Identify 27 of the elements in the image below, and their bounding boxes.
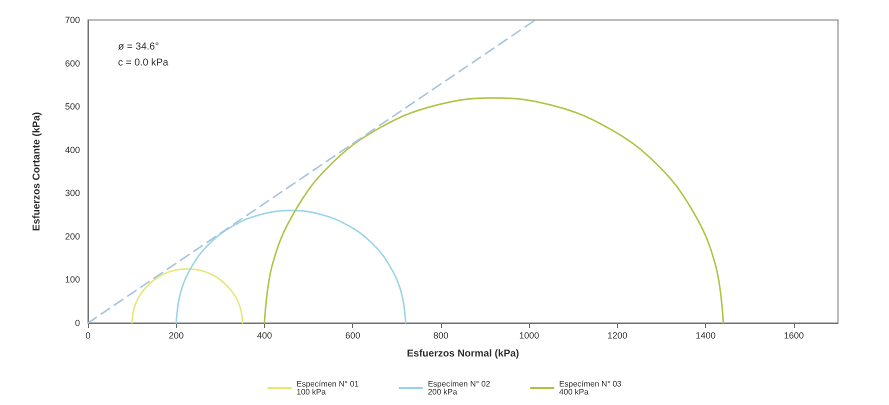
legend-label: Especímen N° 01 100 kPa: [296, 380, 360, 396]
legend-label: Especímen N° 03 400 kPa: [559, 380, 622, 396]
y-tick-label: 300: [64, 188, 80, 198]
x-axis-title: Esfuerzos Normal (kPa): [406, 348, 520, 360]
y-tick-label: 700: [64, 15, 80, 25]
x-tick-label: 1200: [607, 330, 628, 340]
y-tick-label: 600: [64, 58, 80, 68]
x-tick-label: 800: [433, 330, 448, 340]
line-series: [131, 268, 244, 324]
y-tick-label: 100: [64, 274, 80, 285]
y-axis-title: Esfuerzos Cortante (kPa): [32, 112, 42, 231]
line-series: [264, 97, 724, 324]
y-tick-label: 0: [74, 318, 80, 328]
x-tick-label: 0: [85, 330, 91, 340]
annotation: ø = 34.6°: [118, 42, 159, 52]
legend-label: Especímen N° 02 200 kPa: [428, 380, 491, 396]
x-tick-label: 1000: [519, 330, 540, 340]
y-tick-label: 500: [64, 102, 80, 112]
x-tick-label: 200: [168, 330, 184, 340]
x-tick-label: 600: [345, 330, 360, 340]
annotation: c = 0.0 kPa: [118, 58, 169, 68]
x-tick-label: 1400: [696, 330, 716, 340]
line-series: [175, 210, 406, 324]
y-tick-label: 400: [64, 144, 80, 155]
x-tick-label: 400: [256, 330, 272, 340]
y-tick-label: 200: [64, 231, 80, 242]
x-tick-label: 1600: [784, 330, 804, 340]
